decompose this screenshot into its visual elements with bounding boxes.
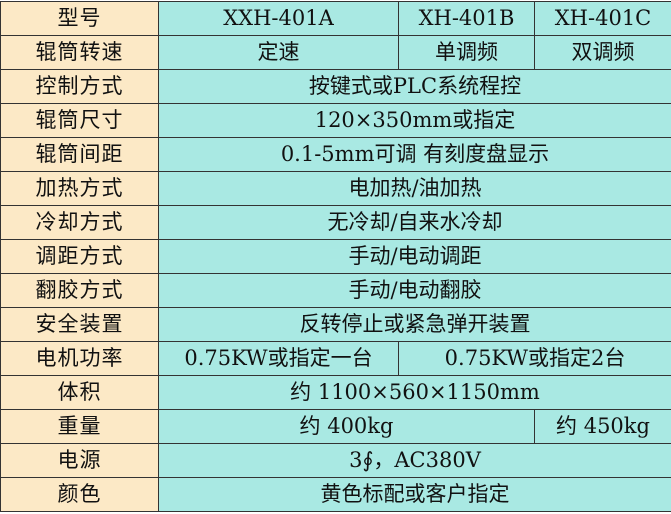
row-label: 颜色 — [1, 478, 159, 512]
table-row: 体积约 1100×560×1150mm — [1, 376, 671, 410]
model-c: XH-401C — [535, 2, 671, 36]
table-row: 控制方式按键式或PLC系统程控 — [1, 70, 671, 104]
row-label: 型号 — [1, 2, 159, 36]
row-label: 冷却方式 — [1, 206, 159, 240]
table-row: 翻胶方式手动/电动翻胶 — [1, 274, 671, 308]
speed-b: 单调频 — [399, 36, 535, 70]
table-row-motor: 电机功率 0.75KW或指定一台 0.75KW或指定2台 — [1, 342, 671, 376]
model-a: XXH-401A — [159, 2, 399, 36]
row-label: 体积 — [1, 376, 159, 410]
row-value: 电加热/油加热 — [159, 172, 671, 206]
row-value: 手动/电动调距 — [159, 240, 671, 274]
row-value: 无冷却/自来水冷却 — [159, 206, 671, 240]
weight-c: 约 450kg — [535, 410, 671, 444]
row-label: 重量 — [1, 410, 159, 444]
table-row-model: 型号 XXH-401A XH-401B XH-401C — [1, 2, 671, 36]
row-label: 辊筒间距 — [1, 138, 159, 172]
table-row: 冷却方式无冷却/自来水冷却 — [1, 206, 671, 240]
motor-bc: 0.75KW或指定2台 — [399, 342, 671, 376]
row-label: 安全装置 — [1, 308, 159, 342]
row-label: 辊筒尺寸 — [1, 104, 159, 138]
row-value: 0.1-5mm可调 有刻度盘显示 — [159, 138, 671, 172]
model-b: XH-401B — [399, 2, 535, 36]
motor-a: 0.75KW或指定一台 — [159, 342, 399, 376]
row-label: 电源 — [1, 444, 159, 478]
row-value: 手动/电动翻胶 — [159, 274, 671, 308]
row-value: 约 1100×560×1150mm — [159, 376, 671, 410]
table-row: 加热方式电加热/油加热 — [1, 172, 671, 206]
row-label: 调距方式 — [1, 240, 159, 274]
row-label: 电机功率 — [1, 342, 159, 376]
speed-c: 双调频 — [535, 36, 671, 70]
table-row: 安全装置反转停止或紧急弹开装置 — [1, 308, 671, 342]
weight-ab: 约 400kg — [159, 410, 535, 444]
row-value: 120×350mm或指定 — [159, 104, 671, 138]
row-value: 3∮，AC380V — [159, 444, 671, 478]
table-row-weight: 重量 约 400kg 约 450kg — [1, 410, 671, 444]
row-label: 翻胶方式 — [1, 274, 159, 308]
row-label: 加热方式 — [1, 172, 159, 206]
table-row: 颜色黄色标配或客户指定 — [1, 478, 671, 512]
row-label: 控制方式 — [1, 70, 159, 104]
row-value: 按键式或PLC系统程控 — [159, 70, 671, 104]
row-label: 辊筒转速 — [1, 36, 159, 70]
speed-a: 定速 — [159, 36, 399, 70]
row-value: 黄色标配或客户指定 — [159, 478, 671, 512]
row-value: 反转停止或紧急弹开装置 — [159, 308, 671, 342]
table-row: 调距方式手动/电动调距 — [1, 240, 671, 274]
table-row-speed: 辊筒转速 定速 单调频 双调频 — [1, 36, 671, 70]
